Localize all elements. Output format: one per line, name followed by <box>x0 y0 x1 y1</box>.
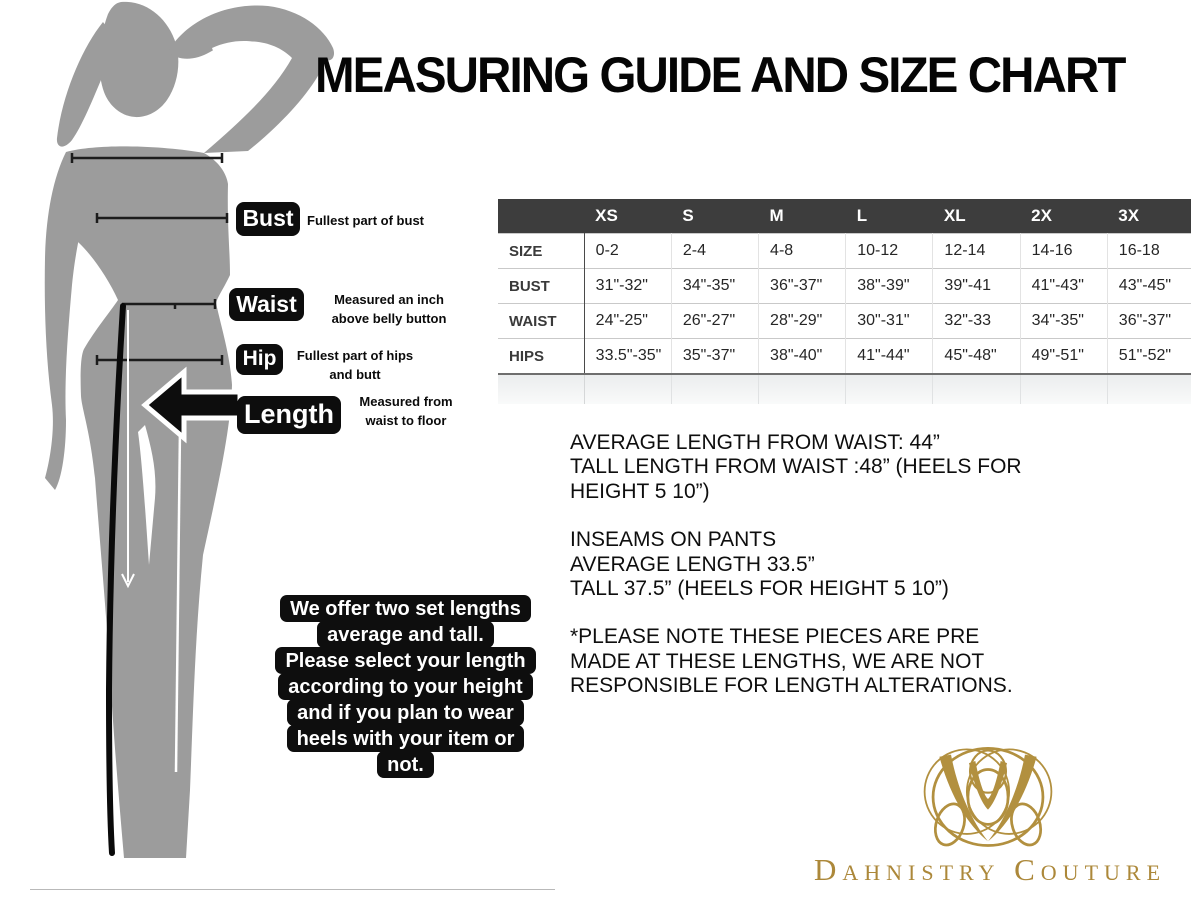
bust-description: Fullest part of bust <box>307 213 424 228</box>
white-side-line <box>174 427 182 773</box>
measure-lines <box>70 153 229 365</box>
table-cell: 51"-52" <box>1107 338 1191 375</box>
table-cell: 2-4 <box>671 233 760 269</box>
length-measure-line <box>105 303 126 856</box>
bottom-divider-line <box>30 889 555 890</box>
table-cell: 0-2 <box>584 233 672 269</box>
table-cell: 4-8 <box>758 233 847 269</box>
length-info-line: TALL 37.5” (HEELS FOR HEIGHT 5 10”) <box>570 577 949 601</box>
row-label: BUST <box>498 268 585 304</box>
length-info-line: MADE AT THESE LENGTHS, WE ARE NOT <box>570 649 985 673</box>
table-cell: 45"-48" <box>932 338 1021 375</box>
hip-description: Fullest part of hips and butt <box>296 348 414 382</box>
white-guide-lines <box>121 310 182 773</box>
size-chart-corner-cell <box>498 199 585 234</box>
table-cell: 26"-27" <box>671 303 760 339</box>
table-cell: 12-14 <box>932 233 1021 269</box>
note-line: not. <box>377 751 434 778</box>
size-chart-table: XS S M L XL 2X 3X SIZE 0-2 2-4 4-8 10-12… <box>498 199 1191 404</box>
brand-wordmark: Dahnistry Couture <box>813 852 1167 887</box>
table-row-bust: BUST 31"-32" 34"-35" 36"-37" 38"-39" 39"… <box>498 268 1191 304</box>
length-selection-note-box: We offer two set lengths average and tal… <box>263 595 548 778</box>
note-line: and if you plan to wear <box>287 699 524 726</box>
table-cell: 38"-40" <box>758 338 847 375</box>
table-cell: 35"-37" <box>671 338 760 375</box>
silhouette-hanging-arm <box>44 152 80 490</box>
bust-label: Bust <box>236 202 300 236</box>
table-row-hips: HIPS 33.5"-35" 35"-37" 38"-40" 41"-44" 4… <box>498 338 1191 375</box>
table-cell: 33.5"-35" <box>584 338 672 375</box>
silhouette-raised-arm <box>168 5 335 153</box>
table-cell: 41"-44" <box>845 338 934 375</box>
length-label: Length <box>237 396 341 434</box>
length-info-text: AVERAGE LENGTH FROM WAIST: 44” TALL LENG… <box>570 431 1070 699</box>
table-cell: 24"-25" <box>584 303 672 339</box>
note-line: average and tall. <box>317 621 494 648</box>
length-info-line: RESPONSIBLE FOR LENGTH ALTERATIONS. <box>570 674 1013 698</box>
length-description: Measured from waist to floor <box>359 394 453 428</box>
length-info-line: HEIGHT 5 10”) <box>570 479 710 503</box>
table-cell: 34"-35" <box>671 268 760 304</box>
table-cell: 36"-37" <box>758 268 847 304</box>
size-chart-col-header: M <box>758 199 846 234</box>
row-label: HIPS <box>498 338 585 375</box>
table-cell: 31"-32" <box>584 268 672 304</box>
length-info-line: INSEAMS ON PANTS <box>570 528 777 552</box>
silhouette-head <box>99 1 179 118</box>
size-chart-col-header: L <box>845 199 933 234</box>
length-info-line: TALL LENGTH FROM WAIST :48” (HEELS FOR <box>570 455 1022 479</box>
table-footer-row <box>498 374 1191 404</box>
leg-gap-highlight <box>138 425 156 565</box>
table-cell: 41"-43" <box>1020 268 1108 304</box>
size-chart-col-header: 2X <box>1020 199 1108 234</box>
row-label: SIZE <box>498 233 585 269</box>
note-line: Please select your length <box>275 647 536 674</box>
table-cell: 28"-29" <box>758 303 847 339</box>
silhouette-ponytail <box>56 22 113 147</box>
length-info-line: AVERAGE LENGTH 33.5” <box>570 552 815 576</box>
table-cell: 49"-51" <box>1020 338 1108 375</box>
white-down-arrowhead <box>121 573 135 589</box>
female-silhouette-figure <box>44 1 335 859</box>
table-cell: 34"-35" <box>1020 303 1108 339</box>
row-label: WAIST <box>498 303 585 339</box>
table-row-waist: WAIST 24"-25" 26"-27" 28"-29" 30"-31" 32… <box>498 303 1191 339</box>
page-title: MEASURING GUIDE AND SIZE CHART <box>315 47 1126 103</box>
waist-label: Waist <box>229 288 304 321</box>
table-cell: 30"-31" <box>845 303 934 339</box>
arm-gap-highlight <box>212 41 288 138</box>
table-row-size: SIZE 0-2 2-4 4-8 10-12 12-14 14-16 16-18 <box>498 233 1191 269</box>
note-line: We offer two set lengths <box>280 595 531 622</box>
hip-label: Hip <box>236 344 283 375</box>
brand-monogram-icon <box>923 746 1053 847</box>
length-info-line: AVERAGE LENGTH FROM WAIST: 44” <box>570 431 940 454</box>
table-cell: 14-16 <box>1020 233 1108 269</box>
note-line: according to your height <box>278 673 533 700</box>
size-chart-col-header: S <box>671 199 759 234</box>
size-chart-col-header: 3X <box>1107 199 1191 234</box>
waist-description: Measured an inch above belly button <box>331 292 447 326</box>
size-chart-header-row: XS S M L XL 2X 3X <box>498 199 1191 234</box>
table-cell: 39"-41 <box>932 268 1021 304</box>
length-info-line: *PLEASE NOTE THESE PIECES ARE PRE <box>570 625 980 649</box>
table-cell: 43"-45" <box>1107 268 1191 304</box>
table-cell: 38"-39" <box>845 268 934 304</box>
table-cell: 16-18 <box>1107 233 1191 269</box>
table-cell: 10-12 <box>845 233 934 269</box>
size-chart-col-header: XL <box>932 199 1021 234</box>
table-cell: 32"-33 <box>932 303 1021 339</box>
table-cell: 36"-37" <box>1107 303 1191 339</box>
size-chart-col-header: XS <box>584 199 672 234</box>
note-line: heels with your item or <box>286 725 525 752</box>
